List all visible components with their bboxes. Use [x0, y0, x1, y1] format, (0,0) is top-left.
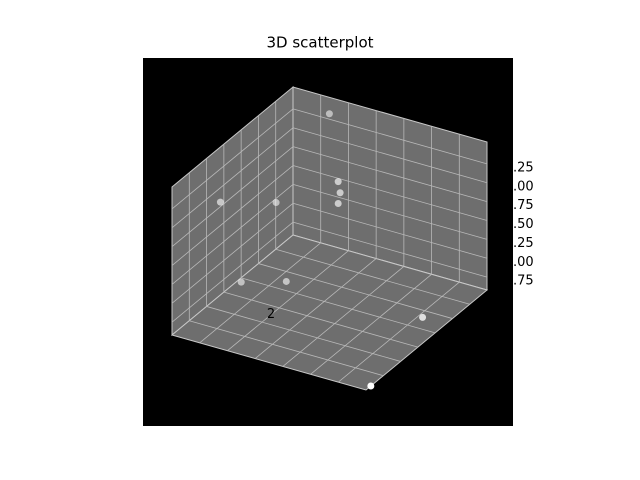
- z-tick-label: .00: [513, 255, 534, 270]
- grid-line: [171, 165, 294, 266]
- z-tick-label: .75: [513, 198, 534, 213]
- pane-grid: [223, 291, 418, 348]
- pane-grid: [275, 248, 470, 305]
- grid-line: [292, 184, 488, 240]
- grid-line: [171, 184, 294, 285]
- grid-line: [292, 165, 488, 221]
- grid-line: [292, 221, 488, 278]
- pane-grid: [189, 320, 384, 377]
- grid-line: [171, 108, 294, 210]
- z-tick-label: .50: [513, 217, 534, 232]
- pane-grid: [206, 306, 401, 362]
- pane-grid: [258, 263, 453, 319]
- grid-line: [292, 146, 488, 203]
- point: [282, 277, 290, 285]
- z-tick-label: .25: [513, 236, 534, 251]
- point: [336, 189, 344, 197]
- grid-line: [292, 108, 488, 165]
- point: [419, 313, 427, 321]
- point: [237, 278, 245, 286]
- grid-line: [171, 202, 294, 304]
- pane-grid: [254, 258, 377, 359]
- y-tick-label: 2: [267, 307, 275, 322]
- z-tick-label: .00: [513, 179, 534, 194]
- chart-title: 3D scatterplot: [266, 34, 373, 52]
- point: [272, 199, 280, 207]
- x-tick-label: 0.6: [478, 331, 499, 346]
- grid-line: [292, 127, 488, 184]
- pane-grid: [282, 266, 405, 367]
- pane-grid: [310, 273, 432, 375]
- floor-pane: [170, 234, 489, 391]
- pane-grid: [227, 250, 349, 352]
- point: [367, 382, 375, 390]
- grid-line: [171, 221, 294, 323]
- z-tick-label: .25: [513, 160, 534, 175]
- point: [334, 178, 342, 186]
- grid-line: [171, 146, 294, 247]
- point: [216, 198, 224, 206]
- pane-grid: [338, 281, 460, 383]
- pane-grid: [199, 242, 321, 344]
- grid-line: [292, 202, 488, 259]
- pane-grid: [241, 277, 436, 334]
- point: [325, 110, 333, 118]
- z-tick-label: .75: [513, 274, 534, 289]
- point: [334, 200, 342, 208]
- grid-line: [171, 127, 294, 229]
